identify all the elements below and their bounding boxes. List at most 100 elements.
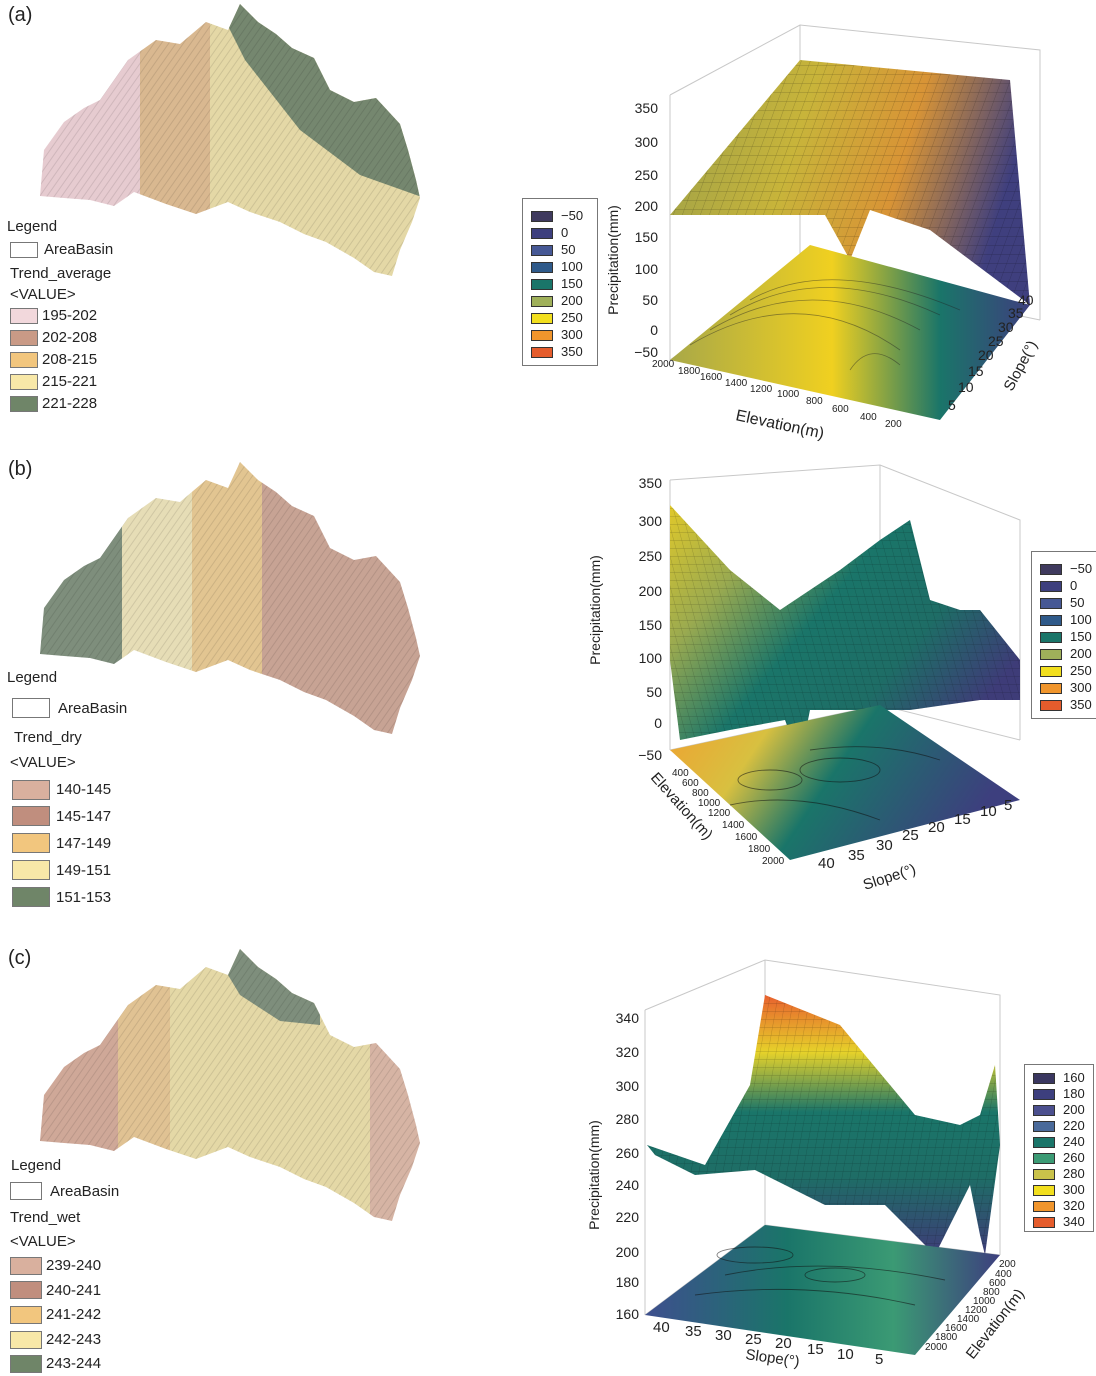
slope-tick: 5 [948, 397, 956, 413]
colorbar-swatch [1033, 1089, 1055, 1100]
colorbar-label: −50 [561, 208, 584, 223]
slope-tick: 40 [1018, 292, 1034, 308]
elev-tick: 2000 [652, 359, 675, 370]
z-tick: 250 [639, 548, 663, 564]
colorbar-label: 200 [1070, 646, 1092, 661]
colorbar-swatch [1040, 683, 1062, 694]
colorbar-label: 50 [1070, 595, 1085, 610]
slope-tick: 25 [745, 1331, 762, 1348]
colorbar-swatch [1040, 666, 1062, 677]
colorbar-label: 300 [1070, 680, 1092, 695]
z-tick: 200 [635, 198, 659, 214]
legend-swatch-areabasin [12, 698, 50, 718]
elev-tick: 1400 [957, 1314, 980, 1325]
colorbar-swatch [1033, 1185, 1055, 1196]
legend-areabasin-label: AreaBasin [44, 241, 114, 258]
colorbar-swatch [1040, 564, 1062, 575]
elev-tick: 2000 [762, 856, 785, 867]
colorbar-swatch [1040, 615, 1062, 626]
elev-tick: 400 [995, 1269, 1012, 1280]
legend-swatch [10, 330, 38, 346]
colorbar-swatch [1033, 1153, 1055, 1164]
legend-item-label: 240-241 [46, 1282, 102, 1299]
colorbar-swatch [531, 330, 553, 341]
colorbar-label: 160 [1063, 1070, 1085, 1085]
legend-swatch [10, 308, 38, 324]
colorbar-swatch [1033, 1121, 1055, 1132]
elev-tick: 1200 [750, 384, 773, 395]
z-tick: −50 [638, 747, 662, 763]
slope-tick: 15 [807, 1341, 824, 1358]
elev-tick: 1200 [708, 808, 731, 819]
surface-mesh [670, 505, 1020, 760]
surface-plot-average: 350 300 250 200 150 100 50 0 −50 Precipi… [605, 24, 1042, 443]
colorbar-label: 100 [561, 259, 583, 274]
legend-item-label: 145-147 [56, 808, 112, 825]
colorbar: −50 0 50 100 150 200 250 300 350 [522, 198, 598, 366]
colorbar-label: 150 [561, 276, 583, 291]
z-tick: 100 [635, 261, 659, 277]
colorbar-swatch [1033, 1073, 1055, 1084]
colorbar-swatch [531, 211, 553, 222]
elev-tick: 800 [806, 396, 823, 407]
z-tick: 340 [616, 1010, 640, 1026]
legend-value-label: <VALUE> [10, 1233, 76, 1250]
colorbar-swatch [531, 279, 553, 290]
colorbar-swatch [1040, 581, 1062, 592]
colorbar-label: 50 [561, 242, 576, 257]
surface-plot-dry: 350 300 250 200 150 100 50 0 −50 Precipi… [587, 464, 1021, 894]
z-tick: 220 [616, 1209, 640, 1225]
colorbar-label: 220 [1063, 1118, 1085, 1133]
colorbar-swatch [1033, 1217, 1055, 1228]
z-tick: 300 [635, 134, 659, 150]
legend-item-label: 208-215 [42, 351, 98, 368]
colorbar: 160 180 200 220 240 260 280 300 320 340 [1024, 1064, 1094, 1232]
slope-tick: 35 [685, 1323, 702, 1340]
basin-map-dry [40, 462, 420, 734]
legend-swatch [10, 1355, 42, 1373]
legend-swatch-areabasin [10, 1182, 42, 1200]
legend-item-label: 147-149 [56, 835, 112, 852]
slope-tick: 15 [954, 811, 971, 828]
slope-axis-title: Slope(°) [861, 861, 918, 894]
slope-tick: 20 [928, 819, 945, 836]
elev-tick: 1400 [722, 820, 745, 831]
elev-tick: 1200 [965, 1305, 988, 1316]
z-tick: 250 [635, 167, 659, 183]
z-tick: 100 [639, 650, 663, 666]
elev-tick: 800 [692, 788, 709, 799]
z-tick: 150 [635, 229, 659, 245]
colorbar-swatch [1040, 649, 1062, 660]
legend-value-label: <VALUE> [10, 754, 76, 771]
legend-item-label: 151-153 [56, 889, 112, 906]
z-tick: 300 [639, 513, 663, 529]
slope-axis-title: Slope(°) [1001, 338, 1042, 394]
contour-floor [670, 705, 1020, 860]
z-tick: 0 [650, 322, 658, 338]
z-tick: 260 [616, 1145, 640, 1161]
legend-item-label: 221-228 [42, 395, 98, 412]
elev-tick: 1600 [735, 832, 758, 843]
legend-trend-label: Trend_average [10, 265, 112, 282]
surface-plot-wet: 340 320 300 280 260 240 220 200 180 160 … [586, 959, 1025, 1371]
surface-mesh [670, 60, 1030, 305]
colorbar-swatch [1033, 1201, 1055, 1212]
colorbar-label: 300 [561, 327, 583, 342]
legend-swatch [12, 833, 50, 853]
legend-item-label: 215-221 [42, 373, 98, 390]
slope-tick: 25 [988, 333, 1004, 349]
legend-swatch [10, 352, 38, 368]
z-tick: 300 [616, 1078, 640, 1094]
colorbar-label: 240 [1063, 1134, 1085, 1149]
colorbar-swatch [1040, 632, 1062, 643]
slope-tick: 25 [902, 827, 919, 844]
legend-item-label: 149-151 [56, 862, 112, 879]
panel-label-b: (b) [8, 458, 33, 480]
z-tick: 160 [616, 1306, 640, 1322]
legend-areabasin-label: AreaBasin [58, 700, 128, 717]
z-tick: 0 [654, 715, 662, 731]
legend-swatch [10, 1306, 42, 1324]
legend-title: Legend [7, 669, 58, 686]
colorbar-label: 200 [561, 293, 583, 308]
panel-label-a: (a) [8, 4, 33, 26]
